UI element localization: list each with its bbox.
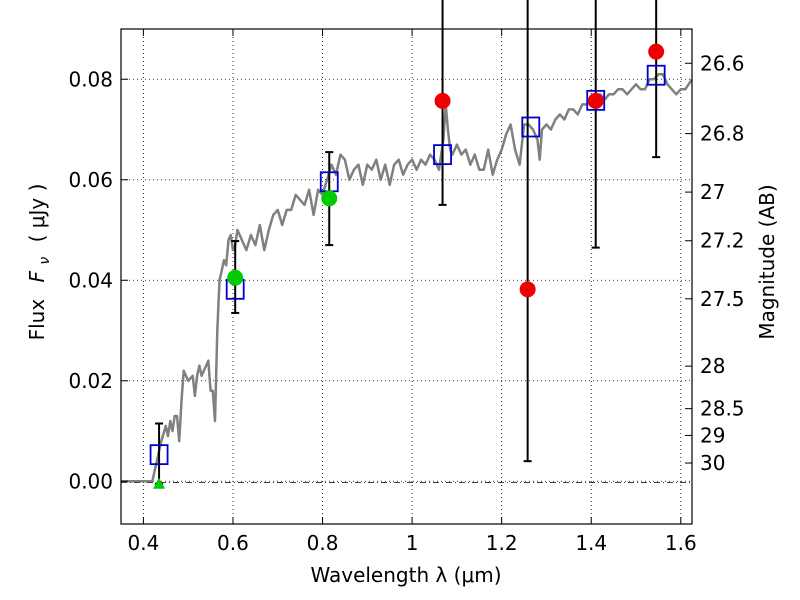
x-tick-label: 0.6 <box>217 531 249 555</box>
plot-area <box>121 29 692 524</box>
y2-tick-label: 29 <box>700 423 725 447</box>
y-axis-label-symbol: F <box>25 270 49 282</box>
y-tick-label: 0.04 <box>68 268 113 292</box>
upper-limit-triangle <box>153 477 166 489</box>
plot-frame <box>120 28 693 525</box>
marker-layer <box>149 43 666 489</box>
y-tick-label: 0.08 <box>68 67 113 91</box>
y-tick-label: 0.06 <box>68 168 113 192</box>
detection-point <box>321 190 338 207</box>
spectrum-line <box>121 72 694 483</box>
marginal-detection-point <box>648 43 665 60</box>
grid-lines <box>121 29 692 524</box>
y2-tick-label: 27.5 <box>700 287 745 311</box>
spectrum-layer <box>121 72 694 483</box>
y-axis-label-subscript: ν <box>37 257 53 265</box>
detection-point <box>227 269 244 286</box>
model-photometry-square <box>149 444 169 466</box>
y2-tick-label: 26.8 <box>700 122 745 146</box>
y-axis-label-prefix: Flux <box>25 299 49 341</box>
y-tick-label: 0.00 <box>68 469 113 493</box>
tick-labels: 0.4 0.6 0.8 1 1.2 1.4 1.6 0.00 0.02 0.04 0.06 0.08 2… <box>68 51 744 555</box>
model-photometry-square <box>521 116 541 138</box>
y2-tick-label: 27 <box>700 180 725 204</box>
y2-tick-label: 26.6 <box>700 51 745 75</box>
model-photometry-square <box>586 89 606 111</box>
x-tick-label: 1.2 <box>486 531 518 555</box>
y2-axis-label: Magnitude (AB) <box>755 184 779 339</box>
y2-tick-label: 30 <box>700 451 725 475</box>
y-axis-label: Flux F ν ( μJy ) <box>25 184 54 341</box>
axis-ticks <box>121 29 692 524</box>
y-tick-label: 0.02 <box>68 369 113 393</box>
marginal-detection-point <box>519 281 536 298</box>
x-tick-label: 0.8 <box>307 531 339 555</box>
errorbar-layer <box>155 0 661 485</box>
y2-tick-label: 28 <box>700 354 725 378</box>
model-photometry-square <box>646 64 666 86</box>
y2-tick-label: 28.5 <box>700 397 745 421</box>
y-axis-label-unit: ( μJy ) <box>25 184 49 243</box>
x-axis-label: Wavelength λ (μm) <box>310 563 501 587</box>
marginal-detection-point <box>434 92 451 109</box>
x-tick-label: 0.4 <box>127 531 159 555</box>
x-tick-label: 1.4 <box>575 531 607 555</box>
model-photometry-square <box>433 144 452 166</box>
x-tick-label: 1.6 <box>665 531 697 555</box>
y2-tick-label: 27.2 <box>700 229 745 253</box>
marginal-detection-point <box>587 92 604 109</box>
x-tick-label: 1 <box>406 531 419 555</box>
